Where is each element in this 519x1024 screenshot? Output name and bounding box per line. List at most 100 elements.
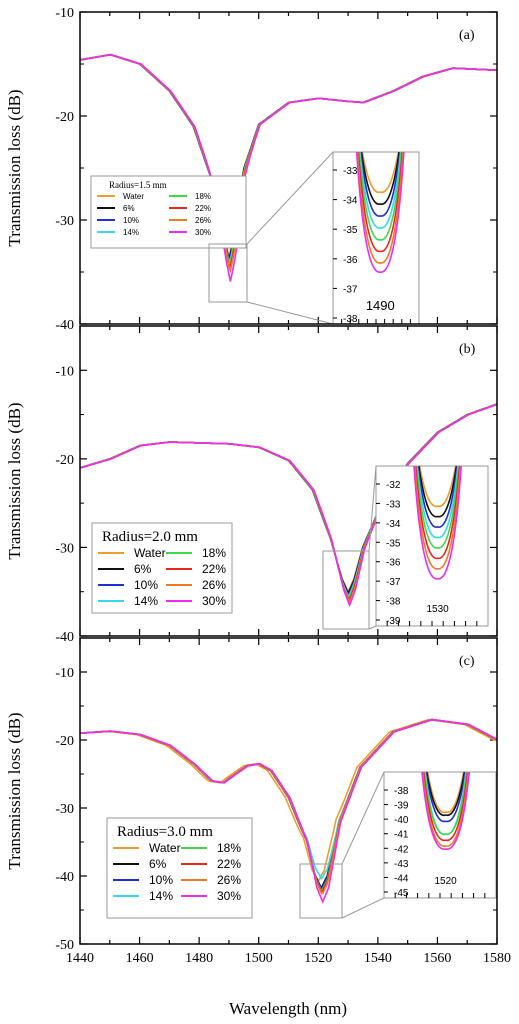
panel-label: (a) <box>459 28 475 43</box>
legend-entry: 26% <box>195 216 211 225</box>
inset-y-tick-label: -41 <box>394 830 409 841</box>
inset-curve <box>422 771 470 847</box>
inset-curve <box>360 151 400 205</box>
legend-entry: 10% <box>149 873 173 887</box>
inset-x-label: 1530 <box>426 604 449 615</box>
x-tick-label: 1580 <box>483 951 511 966</box>
legend-entry: 18% <box>195 192 211 201</box>
legend-entry: 30% <box>202 594 226 608</box>
inset-curve <box>426 771 466 817</box>
series-line-water <box>79 718 497 884</box>
zoom-region <box>208 243 248 303</box>
zoom-region <box>299 863 343 919</box>
y-tick-label: -40 <box>55 630 74 645</box>
legend-entry: Water <box>123 192 144 201</box>
inset-y-tick-label: -34 <box>343 196 358 207</box>
inset-y-tick-label: -39 <box>394 801 409 812</box>
inset-curve <box>416 465 459 539</box>
legend-entry: 14% <box>149 889 173 903</box>
inset-curve <box>423 771 468 835</box>
inset-y-tick-label: -37 <box>386 577 401 588</box>
inset-curve <box>359 151 401 217</box>
legend-entry: 14% <box>123 228 139 237</box>
x-tick-label: 1520 <box>304 951 332 966</box>
legend-entry: 30% <box>195 228 211 237</box>
inset-y-tick-label: -45 <box>394 888 409 899</box>
inset-y-tick-label: -32 <box>386 480 401 491</box>
legend-entry: 10% <box>134 578 158 592</box>
legend-title: Radius=1.5 mm <box>109 180 167 190</box>
legend-entry: Water <box>149 841 181 855</box>
legend-box <box>90 175 247 249</box>
legend-entry: 18% <box>202 546 226 560</box>
y-tick-label: -10 <box>55 6 74 21</box>
y-tick-label: -30 <box>55 802 74 817</box>
inset-curve <box>421 771 470 850</box>
inset-y-tick-label: -35 <box>343 225 358 236</box>
inset-y-tick-label: -42 <box>394 844 409 855</box>
legend-entry: 14% <box>134 594 158 608</box>
legend-entry: 10% <box>123 216 139 225</box>
y-axis-label-panel-3: Transmission loss (dB) <box>5 712 24 869</box>
y-tick-label: -10 <box>55 666 74 681</box>
y-tick-label: -40 <box>55 318 74 333</box>
inset-curve <box>357 151 404 253</box>
zoom-connector <box>368 465 377 552</box>
legend-title: Radius=2.0 mm <box>102 529 198 545</box>
panel-label: (b) <box>459 342 476 357</box>
legend-entry: 18% <box>217 841 241 855</box>
zoom-connector <box>341 897 385 919</box>
inset-curve <box>422 771 469 842</box>
inset-curve <box>413 465 462 580</box>
inset-curve <box>359 151 402 229</box>
figure-panels: -10 -20 -30 -40 (a) Radius=1.5 mm Water 18% 6% 22… <box>55 6 511 966</box>
inset-y-tick-label: -34 <box>386 519 401 530</box>
shared-axes: Transmission loss (dB) Wavelength (nm) T… <box>5 89 347 1018</box>
legend-entry: 22% <box>217 857 241 871</box>
inset-y-tick-label: -38 <box>386 597 401 608</box>
inset-y-tick-label: -40 <box>394 815 409 826</box>
y-tick-label: -30 <box>55 214 74 229</box>
inset-x-label: 1520 <box>434 876 457 887</box>
inset-curve <box>414 465 462 570</box>
y-tick-label: -30 <box>55 541 74 556</box>
y-tick-label: -20 <box>55 110 74 125</box>
x-tick-label: 1560 <box>423 951 451 966</box>
x-axis-label: Wavelength (nm) <box>229 999 347 1018</box>
x-tick-label: 1460 <box>126 951 154 966</box>
inset-x-label: 1490 <box>366 298 395 313</box>
inset-curve <box>425 771 466 823</box>
legend-entry: 30% <box>217 889 241 903</box>
x-tick-labels: 1440 1460 1480 1500 1520 1540 1560 1580 <box>66 951 511 966</box>
inset-curve <box>418 465 457 508</box>
y-axis-label-panel-2: Transmission loss (dB) <box>5 402 24 559</box>
inset-curve <box>361 151 400 194</box>
legend-entry: 6% <box>149 857 167 871</box>
y-tick-label: -10 <box>55 364 74 379</box>
inset-curve <box>426 771 465 814</box>
zoom-connector <box>341 771 385 865</box>
y-axis-label: Transmission loss (dB) <box>5 89 24 246</box>
panel-frame <box>79 325 498 637</box>
x-tick-label: 1540 <box>364 951 392 966</box>
x-tick-label: 1480 <box>185 951 213 966</box>
inset-curve <box>414 465 461 560</box>
panel-a: -10 -20 -30 -40 (a) Radius=1.5 mm Water 18% 6% 22… <box>55 6 498 333</box>
legend-title: Radius=3.0 mm <box>117 824 213 840</box>
inset-y-tick-label: -35 <box>386 538 401 549</box>
legend-entry: 26% <box>217 873 241 887</box>
inset-y-tick-label: -44 <box>394 873 409 884</box>
y-tick-label: -50 <box>55 938 74 953</box>
panel-frame <box>79 11 498 325</box>
x-tick-label: 1440 <box>66 951 94 966</box>
legend-box <box>106 817 253 919</box>
inset-curve <box>356 151 404 264</box>
inset-y-tick-label: -43 <box>394 859 409 870</box>
inset-curve <box>358 151 403 241</box>
y-tick-label: -20 <box>55 453 74 468</box>
legend: Radius=1.5 mm Water 18% 6% 22% 10% 26% 14% 30% <box>90 175 247 249</box>
